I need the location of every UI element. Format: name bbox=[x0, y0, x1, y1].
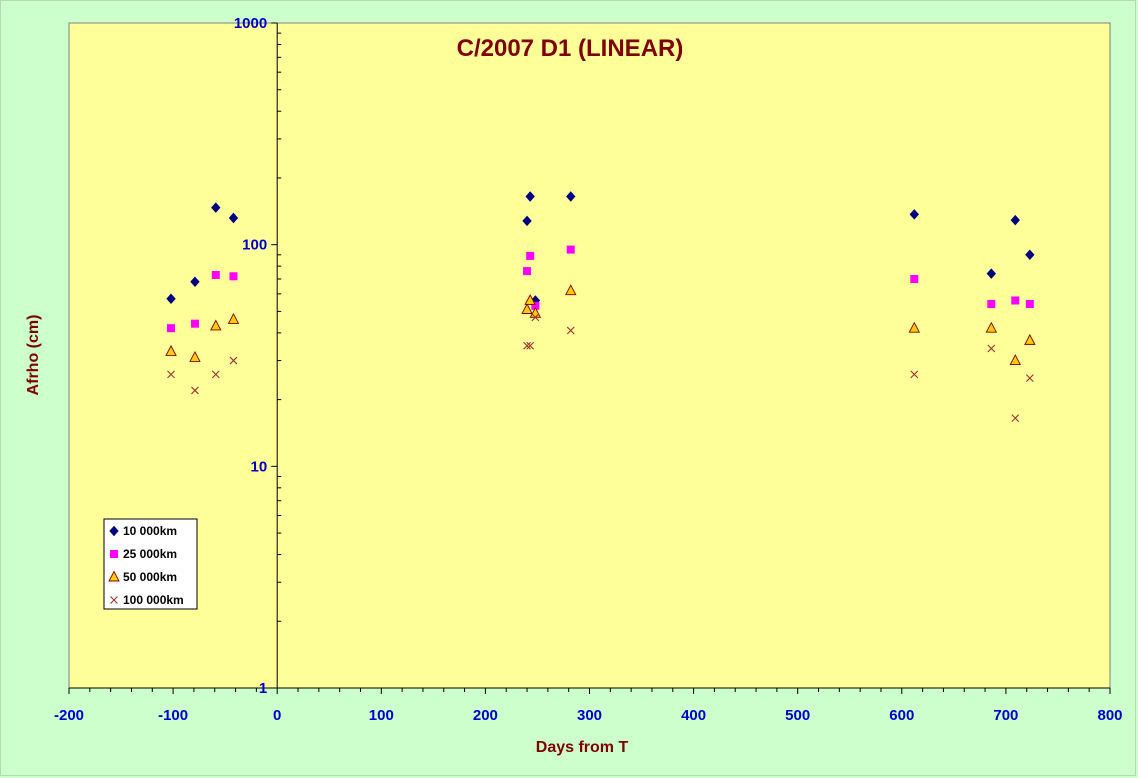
data-point bbox=[1025, 249, 1035, 261]
legend-label: 10 000km bbox=[123, 524, 177, 538]
data-point bbox=[1025, 299, 1034, 308]
data-point bbox=[909, 209, 919, 220]
legend-label: 100 000km bbox=[123, 593, 184, 607]
data-point bbox=[526, 341, 535, 350]
data-point bbox=[524, 294, 536, 305]
data-point bbox=[910, 370, 919, 379]
data-point bbox=[229, 272, 238, 281]
y-ticks: 1 10 100 1000 bbox=[234, 15, 282, 697]
data-point bbox=[167, 324, 176, 333]
x-tick-label: 800 bbox=[1097, 707, 1122, 724]
data-point bbox=[211, 370, 220, 379]
data-point bbox=[566, 245, 575, 254]
x-tick-label: 0 bbox=[273, 707, 281, 724]
x-tick-label: 600 bbox=[889, 707, 914, 724]
data-point bbox=[566, 191, 576, 202]
data-point bbox=[566, 326, 575, 335]
legend-label: 50 000km bbox=[123, 570, 177, 584]
data-point bbox=[522, 215, 532, 227]
data-point bbox=[190, 276, 200, 288]
data-point bbox=[211, 202, 221, 213]
data-point bbox=[189, 350, 201, 362]
data-point bbox=[985, 321, 998, 333]
data-point bbox=[910, 275, 919, 284]
data-point bbox=[1011, 414, 1020, 423]
chart-title: C/2007 D1 (LINEAR) bbox=[457, 35, 684, 62]
data-point bbox=[523, 341, 531, 350]
legend-marker bbox=[109, 525, 119, 537]
series-4-points bbox=[167, 313, 1034, 423]
legend-marker bbox=[110, 550, 118, 558]
data-point bbox=[987, 344, 996, 353]
data-point bbox=[531, 301, 540, 310]
y-tick-label: 1 bbox=[259, 680, 267, 697]
data-point bbox=[229, 356, 238, 365]
x-tick-label: 300 bbox=[577, 707, 602, 724]
data-point bbox=[565, 284, 577, 296]
data-point bbox=[165, 344, 177, 356]
x-tick-label: 500 bbox=[785, 707, 810, 724]
data-point bbox=[1024, 333, 1036, 345]
data-point bbox=[521, 303, 533, 314]
x-ticks: -200 -100 0 100 200 300 400 500 600 700 800 bbox=[54, 688, 1123, 724]
legend-box bbox=[103, 518, 198, 610]
data-point bbox=[531, 313, 540, 322]
x-tick-label: -100 bbox=[158, 707, 188, 724]
data-point bbox=[523, 267, 532, 276]
x-tick-label: 700 bbox=[993, 707, 1018, 724]
x-tick-label: 400 bbox=[681, 707, 706, 724]
axes: -200 -100 0 100 200 300 400 500 600 700 800 1 10 100… bbox=[54, 15, 1123, 724]
y-tick-label: 1000 bbox=[234, 15, 267, 32]
x-tick-label: 100 bbox=[369, 707, 394, 724]
data-point bbox=[987, 299, 996, 308]
plot-area bbox=[68, 22, 1111, 689]
x-tick-label: 200 bbox=[473, 707, 498, 724]
data-point bbox=[210, 319, 222, 331]
data-point bbox=[1011, 296, 1020, 305]
data-point bbox=[167, 370, 175, 379]
data-point bbox=[526, 251, 535, 260]
x-axis-title: Days from T bbox=[536, 739, 629, 756]
data-point bbox=[986, 268, 996, 279]
legend-marker bbox=[108, 570, 120, 582]
data-point bbox=[166, 293, 176, 305]
data-point bbox=[1025, 374, 1034, 383]
data-point bbox=[525, 191, 535, 202]
data-point bbox=[190, 319, 199, 328]
data-points bbox=[165, 191, 1036, 423]
data-point bbox=[227, 312, 240, 324]
data-point bbox=[191, 386, 199, 395]
data-point bbox=[228, 212, 239, 224]
data-point bbox=[1009, 354, 1022, 366]
x-tick-label: -200 bbox=[54, 707, 84, 724]
series-2-points bbox=[167, 245, 1034, 333]
data-point bbox=[1010, 214, 1020, 226]
y-axis-title: Afrho (cm) bbox=[25, 315, 42, 396]
y-tick-label: 100 bbox=[242, 237, 267, 254]
legend-marker bbox=[110, 596, 118, 604]
legend-label: 25 000km bbox=[123, 547, 177, 561]
data-point bbox=[908, 321, 921, 333]
legend: 10 000km 25 000km 50 000km 100 000km bbox=[103, 518, 198, 610]
y-tick-label: 10 bbox=[251, 458, 268, 475]
series-3-points bbox=[165, 284, 1036, 366]
data-point bbox=[211, 270, 220, 279]
